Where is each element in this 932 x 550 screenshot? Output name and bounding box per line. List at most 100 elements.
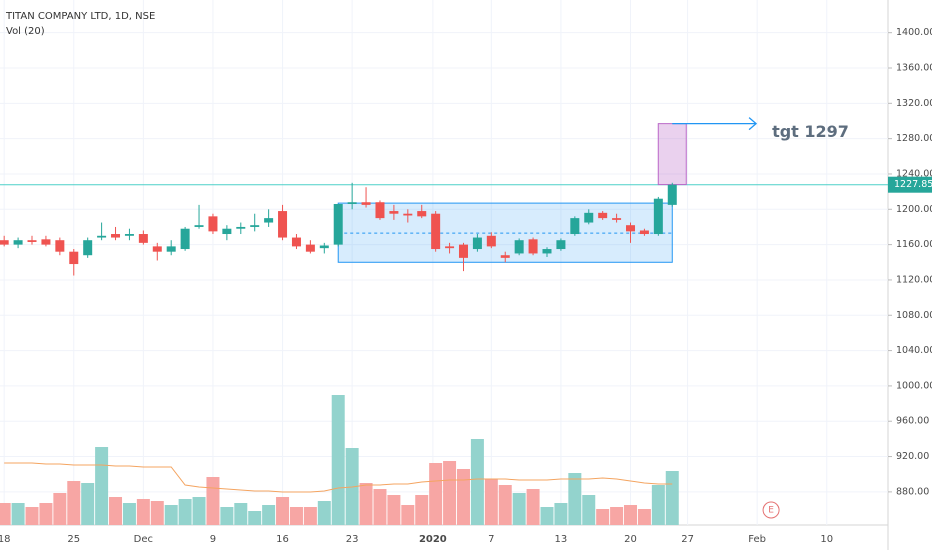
candle-body [152,246,162,252]
volume-bar [624,505,638,525]
candle-body [639,230,649,235]
volume-bar [596,509,610,525]
y-tick-label: 1080.00 [896,310,932,321]
volume-bar [220,507,234,525]
volume-bar [136,499,150,525]
candle-body [375,202,385,219]
x-tick-label: 20 [624,534,637,545]
volume-bar [150,501,164,525]
volume-bar [373,489,387,525]
candles [0,182,677,276]
candle-body [445,246,455,249]
candle-body [0,240,9,245]
volume-bar [554,503,568,525]
volume-bar [512,493,526,525]
candle-body [291,237,301,247]
candle-body [41,239,51,245]
volume-bar [610,507,624,525]
candle-body [236,226,246,229]
volume-bar [178,499,192,525]
candle-body [69,251,79,265]
y-tick-label: 960.00 [896,416,929,427]
volume-pane [0,395,679,525]
volume-bar [206,477,220,525]
target-box [657,123,687,186]
volume-bar [53,493,67,525]
volume-bar [568,473,582,525]
candle-body [612,218,622,220]
x-tick-label: 27 [681,534,694,545]
x-tick-label: 23 [346,534,359,545]
volume-bar [276,497,290,525]
y-tick-label: 1120.00 [896,274,932,285]
candle-body [417,211,427,217]
y-tick-label: 1360.00 [896,62,932,73]
volume-bar [192,497,206,525]
y-tick-label: 1400.00 [896,27,932,38]
candle-body [278,211,288,238]
y-tick-label: 1160.00 [896,239,932,250]
candle-body [361,202,371,205]
candle-body [486,235,496,247]
volume-bar [122,503,136,525]
candle-body [598,212,608,219]
volume-bar [289,507,303,525]
candle-body [208,216,218,232]
volume-bar [359,483,373,525]
x-tick-label: 16 [276,534,289,545]
volume-bar [67,481,81,525]
x-tick-label: 18 [0,534,11,545]
x-tick-label: 2020 [419,534,447,545]
earnings-label: E [768,506,774,516]
y-tick-label: 1240.00 [896,168,932,179]
candle-body [514,240,524,254]
axes: 880.00 920.00 960.00 1000.00 1040.00 1080.00 1… [0,27,932,545]
y-tick-label: 920.00 [896,451,929,462]
volume-bar [109,497,123,525]
candle-body [347,202,357,204]
candle-body [653,198,663,235]
volume-bar [303,507,317,525]
volume-bar [387,495,401,525]
candle-body [97,235,107,238]
volume-bar [11,503,25,525]
volume-label: Vol (20) [6,26,45,37]
x-tick-label: 13 [555,534,568,545]
candle-body [333,203,343,245]
candle-body [305,244,315,252]
candle-body [570,218,580,235]
volume-bar [25,507,39,525]
candle-body [458,244,468,258]
volume-bar [401,505,415,525]
candle-body [222,228,232,235]
x-tick-label: Feb [748,534,766,545]
volume-bar [540,507,554,525]
volume-bar [234,503,248,525]
volume-bar [415,495,429,525]
target-arrowhead [748,117,758,131]
volume-bar [95,447,109,525]
volume-bar [248,511,262,525]
candle-body [13,240,23,245]
candle-body [264,218,274,223]
earnings-marker [762,501,780,519]
y-tick-label: 1320.00 [896,98,932,109]
volume-ma-line [4,462,673,493]
candle-body [528,239,538,254]
volume-bar [317,501,331,525]
volume-bar [651,485,665,525]
y-tick-label: 1280.00 [896,133,932,144]
candle-body [55,240,65,252]
volume-bar [164,505,178,525]
y-tick-label: 880.00 [896,486,929,497]
candle-body [389,211,399,214]
y-tick-label: 1000.00 [896,380,932,391]
y-tick-label: 1200.00 [896,204,932,215]
x-tick-label: 7 [488,534,494,545]
volume-bar [526,489,540,525]
volume-bar [331,395,345,525]
candle-body [500,255,510,258]
candle-body [27,240,37,242]
